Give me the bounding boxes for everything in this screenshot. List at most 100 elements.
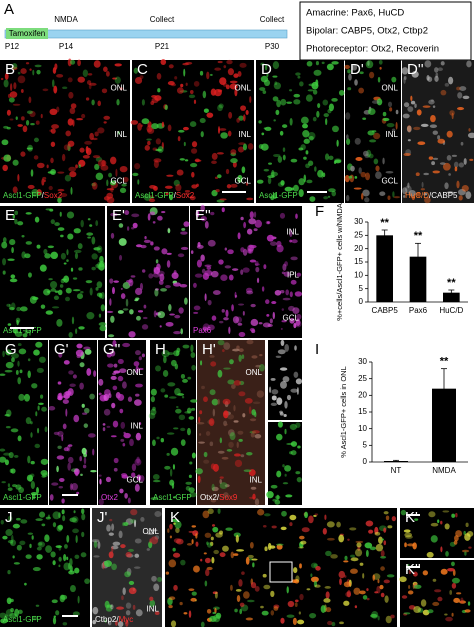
cell	[289, 117, 293, 126]
cell	[53, 431, 60, 436]
cell	[277, 182, 285, 187]
cell	[369, 139, 377, 143]
cell	[432, 105, 436, 108]
cell	[233, 420, 239, 423]
cell	[446, 191, 454, 194]
cell	[406, 543, 415, 547]
cell	[200, 254, 205, 262]
cell	[379, 584, 384, 590]
cell	[456, 180, 460, 189]
y-tick-label: 15	[358, 407, 367, 416]
cell	[7, 323, 12, 326]
cell	[451, 582, 457, 589]
y-tick-label: 25	[354, 230, 363, 239]
cell	[442, 510, 450, 513]
cell	[138, 356, 142, 361]
cell	[10, 541, 14, 545]
cell	[103, 66, 108, 72]
cell	[34, 216, 40, 223]
cell	[228, 274, 234, 281]
cell	[216, 152, 224, 155]
cell	[108, 172, 113, 178]
cell	[461, 549, 470, 553]
cell	[228, 441, 234, 448]
cell	[174, 388, 181, 396]
cell	[83, 457, 87, 465]
cell	[456, 86, 461, 91]
cell	[223, 342, 231, 350]
cell	[67, 233, 74, 240]
cell	[185, 82, 188, 86]
cell	[135, 393, 140, 397]
cell	[164, 394, 169, 398]
cell	[289, 291, 293, 298]
cell	[98, 474, 102, 477]
cell	[248, 244, 257, 249]
cell	[256, 390, 265, 398]
cell	[297, 619, 305, 625]
cell	[273, 604, 280, 609]
cell	[276, 99, 281, 108]
cell	[212, 290, 221, 295]
micrograph-panel	[165, 508, 397, 627]
cell	[324, 514, 327, 520]
cell	[454, 166, 458, 172]
cell	[118, 223, 124, 228]
cell	[82, 412, 88, 415]
cell	[123, 432, 131, 439]
cell	[97, 100, 101, 107]
cell	[228, 111, 233, 119]
cell	[98, 292, 103, 299]
cell	[259, 87, 266, 91]
cell	[250, 318, 259, 326]
cell	[41, 523, 46, 527]
cell	[229, 80, 238, 84]
cell	[117, 310, 124, 314]
panel-label: D''	[407, 61, 424, 78]
cell	[112, 77, 118, 80]
cell	[428, 156, 434, 160]
cell	[320, 605, 326, 613]
cell	[29, 110, 36, 118]
cell	[17, 174, 20, 182]
cell	[91, 539, 100, 543]
cell	[276, 244, 284, 253]
cell	[234, 608, 238, 613]
cell	[11, 246, 14, 254]
cell	[430, 535, 438, 543]
cell	[190, 148, 198, 154]
cell	[292, 617, 297, 626]
cell	[200, 621, 205, 627]
cell	[282, 154, 286, 161]
panel-image	[150, 340, 196, 505]
cell	[453, 540, 458, 545]
cell	[350, 554, 355, 558]
cell	[125, 298, 129, 307]
cell	[188, 588, 195, 591]
cell	[258, 322, 263, 325]
cell	[50, 168, 56, 176]
micrograph-panel	[190, 204, 303, 338]
cell	[254, 219, 262, 228]
cell	[174, 363, 179, 370]
cell	[230, 149, 237, 155]
cell	[312, 89, 318, 95]
cell	[45, 516, 51, 520]
cell	[160, 438, 165, 443]
cell	[242, 413, 246, 418]
panel-label: H'	[202, 341, 216, 358]
cell	[51, 124, 60, 129]
cell	[362, 573, 365, 579]
cell	[217, 450, 225, 454]
cell	[354, 137, 361, 145]
cell	[266, 73, 269, 78]
cell	[232, 348, 240, 352]
cell	[98, 392, 102, 396]
cell	[117, 358, 124, 365]
cell	[130, 275, 136, 278]
cell	[82, 154, 90, 159]
cell	[143, 304, 147, 309]
cell	[380, 555, 387, 559]
cell	[242, 143, 247, 151]
cell	[124, 210, 130, 215]
